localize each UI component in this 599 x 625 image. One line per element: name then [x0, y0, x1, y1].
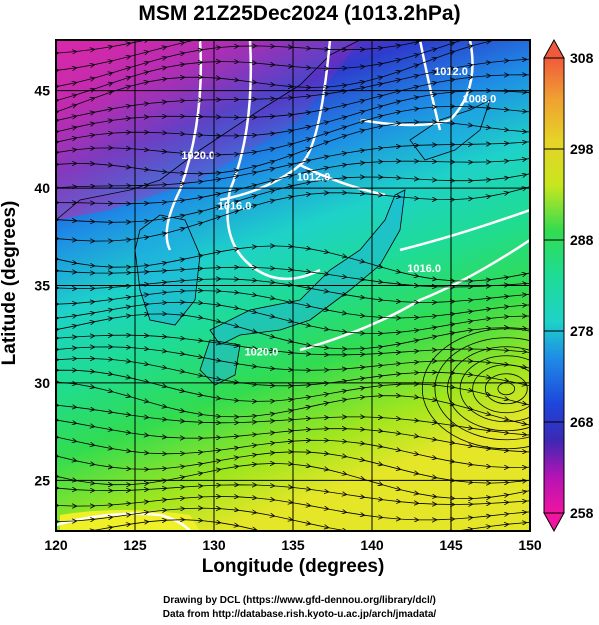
- colorbar-tick-label: 298: [570, 141, 594, 157]
- x-tick-label: 140: [360, 537, 384, 553]
- colorbar-tick-label: 268: [570, 414, 594, 430]
- y-tick-label: 30: [34, 375, 50, 391]
- streamline-swirl: [447, 346, 530, 432]
- plot-frame: [55, 39, 531, 532]
- colorbar-tick-label: 308: [570, 50, 594, 66]
- streamline-swirl: [434, 337, 530, 441]
- colorbar-tick-label: 278: [570, 323, 594, 339]
- colorbar-ramp: [543, 57, 565, 514]
- x-tick-label: 145: [439, 537, 463, 553]
- colorbar-tick-label: 288: [570, 232, 594, 248]
- streamline: [56, 186, 530, 241]
- credit-drawing: Drawing by DCL (https://www.gfd-dennou.o…: [163, 595, 436, 606]
- x-tick-label: 135: [281, 537, 305, 553]
- map-title: MSM 21Z25Dec2024 (1013.2hPa): [138, 2, 461, 25]
- isobar-label: 1008.0: [463, 93, 497, 105]
- y-tick-label: 25: [34, 472, 50, 488]
- y-tick-label: 40: [34, 180, 50, 196]
- isobar-label: 1016.0: [407, 263, 441, 275]
- streamline-swirl: [484, 373, 528, 405]
- isobar-label: 1012.0: [297, 171, 331, 183]
- colorbar-tick-label: 258: [570, 505, 594, 521]
- credit-data-source: Data from http://database.rish.kyoto-u.a…: [162, 609, 437, 620]
- y-tick-labels: 25 30 35 40 45: [34, 83, 50, 489]
- x-axis-title: Longitude (degrees): [201, 556, 385, 577]
- streamline-swirl: [472, 364, 530, 414]
- colorbar: 308 298 288 278 268 258: [543, 38, 594, 533]
- x-tick-label: 150: [518, 537, 542, 553]
- y-axis-title: Latitude (degrees): [0, 200, 20, 366]
- colorbar-tick-labels: 308 298 288 278 268 258: [544, 50, 594, 521]
- streamline: [40, 520, 544, 531]
- y-tick-label: 35: [34, 278, 50, 294]
- colorbar-lower-arrow: [543, 512, 565, 533]
- x-tick-label: 125: [123, 537, 147, 553]
- isobar-label: 1020.0: [181, 150, 215, 162]
- x-tick-labels: 120 125 130 135 140 145 150: [44, 537, 542, 553]
- streamline-swirl: [421, 328, 530, 450]
- y-tick-label: 45: [34, 83, 50, 99]
- colorbar-upper-arrow: [543, 38, 565, 59]
- isobar-label: 1020.0: [245, 347, 279, 359]
- x-tick-label: 120: [44, 537, 68, 553]
- streamline-swirl: [459, 355, 530, 423]
- isobar-label: 1016.0: [218, 201, 252, 213]
- x-tick-label: 130: [202, 537, 226, 553]
- isobar-labels: 1012.01016.01016.01020.01020.01012.01008…: [181, 66, 496, 359]
- grid-lines: [56, 40, 530, 531]
